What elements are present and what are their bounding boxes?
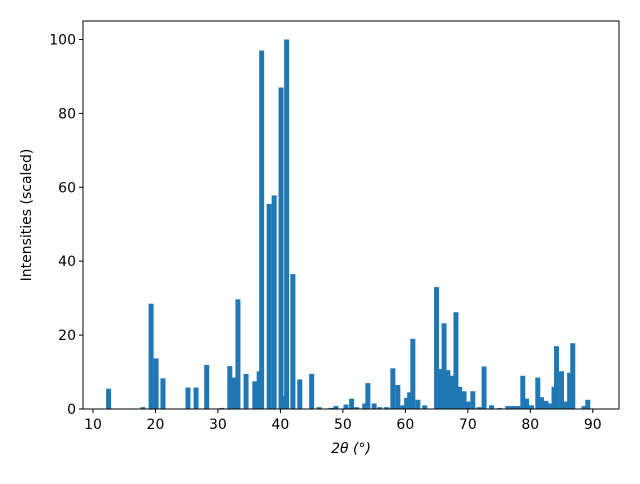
bar [465, 401, 471, 409]
bar [497, 407, 503, 409]
bar [445, 370, 451, 409]
y-tick-label: 40 [58, 254, 76, 270]
bar [515, 406, 521, 409]
bar [153, 358, 159, 409]
bar [106, 388, 112, 409]
bar [365, 383, 371, 409]
y-axis-label: Intensities (scaled) [19, 149, 35, 282]
bar [243, 373, 249, 409]
bar [539, 397, 545, 409]
bar [481, 366, 487, 409]
bar [290, 274, 296, 409]
bar [585, 399, 591, 409]
bar [343, 404, 349, 409]
plot-frame [82, 20, 620, 410]
bar [384, 407, 390, 409]
x-tick-label: 60 [396, 417, 414, 433]
x-tick-label: 90 [584, 417, 602, 433]
bar [461, 391, 467, 409]
bar [219, 407, 225, 409]
bar [524, 398, 530, 409]
bar [259, 50, 265, 410]
bar [395, 384, 401, 409]
bar [377, 407, 383, 409]
bar [252, 381, 258, 409]
bar [278, 87, 284, 409]
bar [570, 343, 576, 409]
bar [231, 377, 237, 409]
x-axis-label: 2θ (°) [331, 441, 371, 457]
bar [266, 203, 272, 409]
y-tick-label: 80 [58, 106, 76, 122]
bar [362, 403, 368, 409]
x-tick-label: 10 [84, 417, 102, 433]
bar [510, 406, 516, 409]
bar [547, 403, 553, 409]
bar [316, 407, 322, 409]
bar [559, 371, 565, 409]
bar [457, 386, 463, 409]
bar [441, 323, 447, 409]
x-tick-label: 70 [459, 417, 477, 433]
bar [193, 387, 199, 409]
bar [235, 299, 241, 409]
bar [400, 405, 406, 409]
x-tick-label: 20 [147, 417, 165, 433]
bar [185, 387, 191, 409]
y-tick-label: 100 [49, 32, 76, 48]
x-tick-label: 80 [521, 417, 539, 433]
bar [404, 397, 410, 409]
bar [567, 372, 573, 409]
bar [476, 407, 482, 409]
bar [520, 375, 526, 409]
bar [581, 406, 587, 409]
y-tick-label: 60 [58, 180, 76, 196]
bar [505, 406, 511, 409]
bar [554, 346, 560, 409]
bar [333, 406, 339, 409]
x-tick-label: 50 [334, 417, 352, 433]
bar [422, 405, 428, 409]
bar [470, 391, 476, 409]
bar [227, 366, 233, 409]
bar [529, 405, 535, 409]
bar [489, 405, 495, 409]
bar [284, 39, 290, 409]
y-tick-label: 0 [67, 402, 76, 418]
bar [407, 392, 413, 409]
bar [148, 303, 154, 409]
bar [415, 399, 421, 409]
bar [328, 407, 334, 409]
bar [453, 312, 459, 409]
bar [535, 377, 541, 409]
bar [410, 338, 416, 409]
bar [354, 407, 360, 409]
bar [449, 375, 455, 409]
bar [309, 373, 315, 409]
bar [371, 403, 377, 409]
bar [204, 365, 210, 409]
bar [297, 379, 303, 409]
y-tick-label: 20 [58, 328, 76, 344]
x-tick-label: 30 [209, 417, 227, 433]
bar [271, 195, 277, 409]
bar [349, 398, 355, 409]
bar [434, 287, 440, 409]
bar [160, 378, 166, 409]
bar [543, 400, 549, 409]
bar [390, 368, 396, 409]
bar [563, 401, 569, 409]
bar [438, 369, 444, 409]
bar [140, 407, 146, 409]
x-tick-label: 40 [271, 417, 289, 433]
